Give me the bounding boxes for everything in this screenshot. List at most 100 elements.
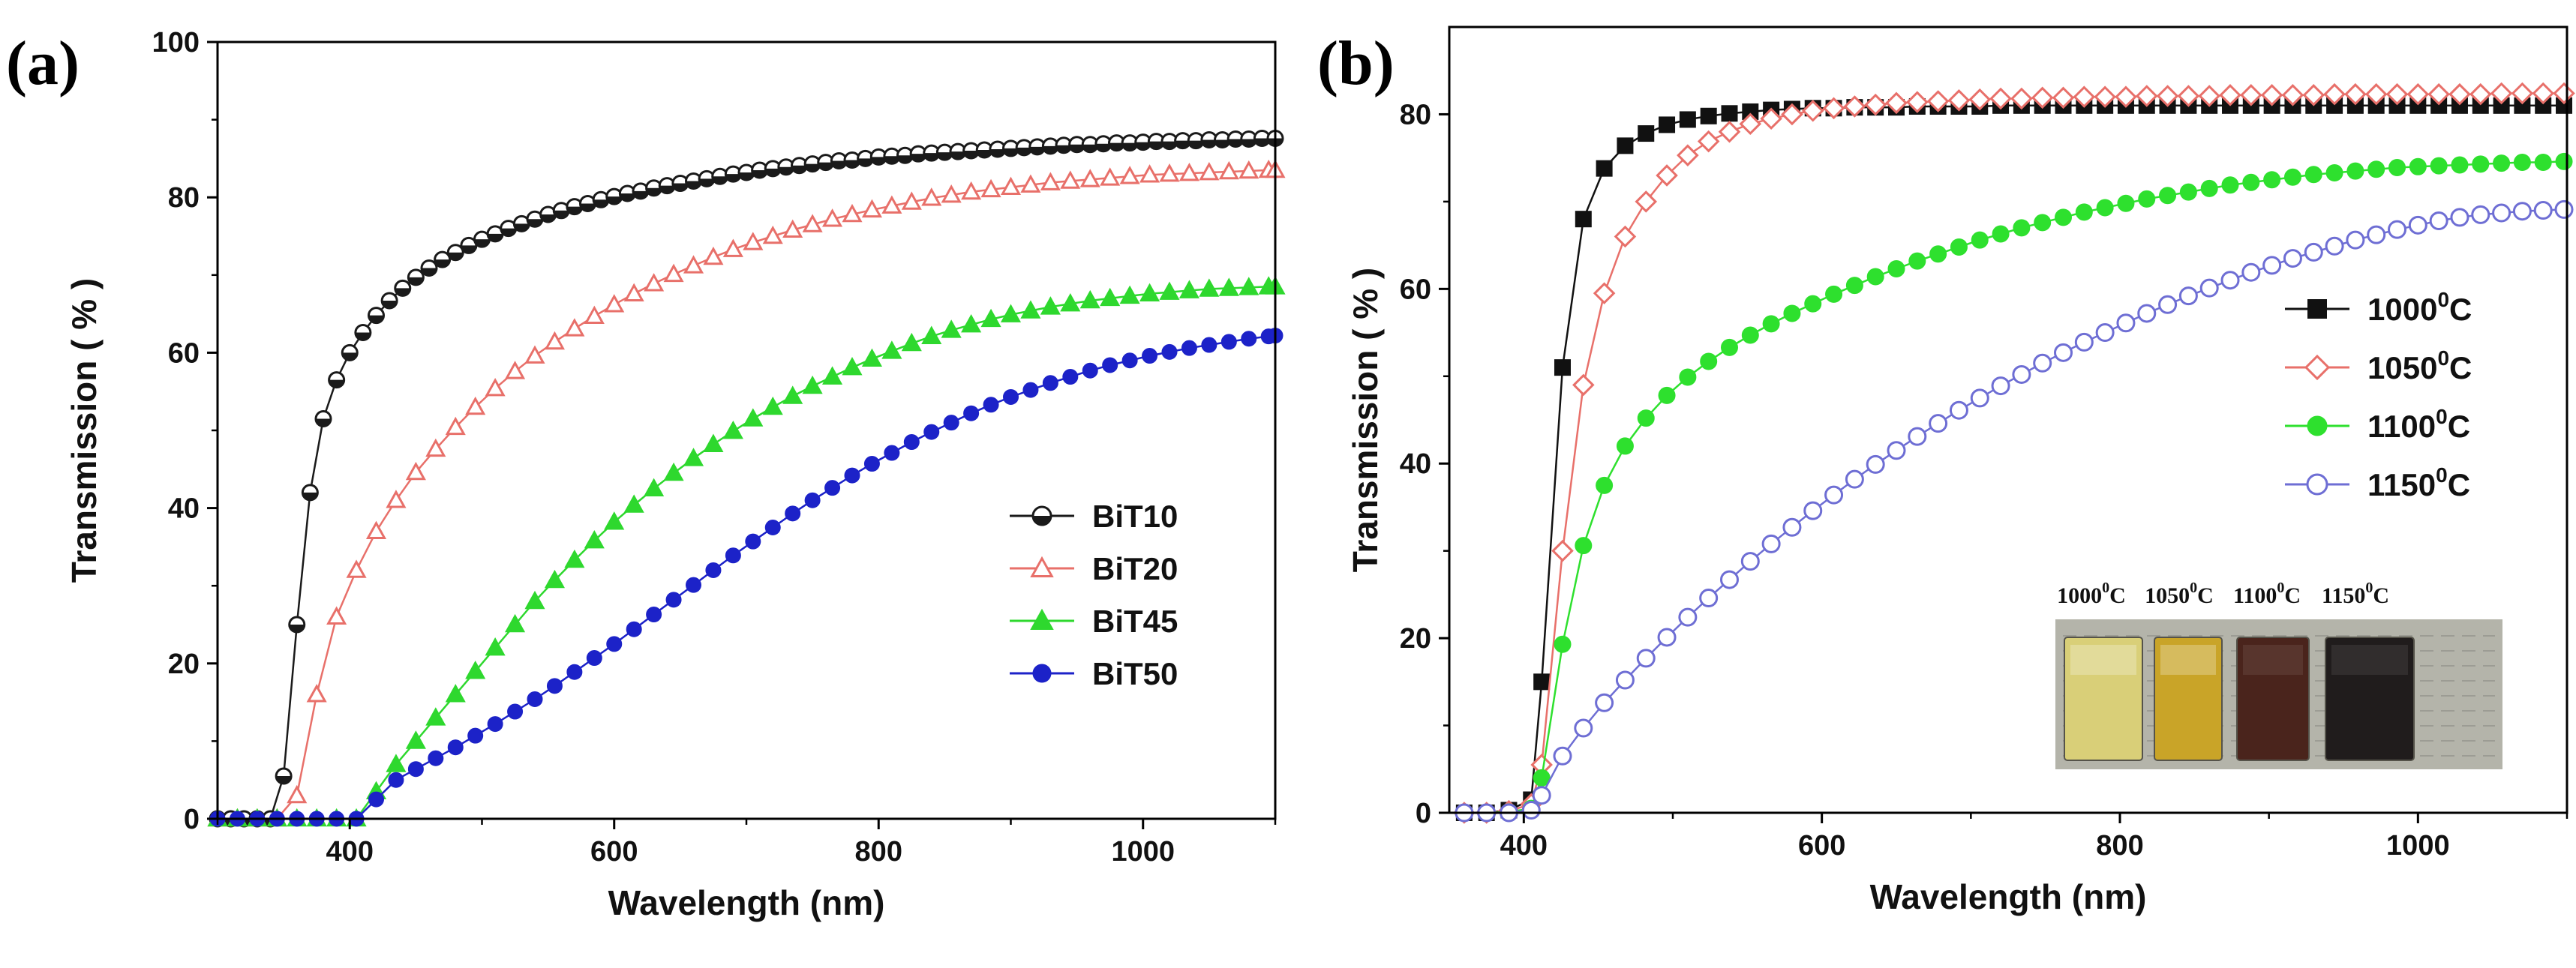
- data-point: [1760, 107, 1782, 130]
- data-point: [584, 305, 605, 325]
- data-point: [428, 750, 444, 766]
- data-point: [822, 366, 843, 385]
- legend-label: BiT20: [1092, 551, 1178, 586]
- data-point: [1697, 130, 1720, 153]
- data-point: [1658, 386, 1676, 404]
- data-point: [2283, 168, 2301, 186]
- data-point-fill: [434, 259, 450, 268]
- data-point-fill: [1214, 139, 1230, 148]
- data-point-fill: [725, 174, 741, 182]
- data-point: [1617, 137, 1634, 154]
- legend-label-sup: 0: [2437, 346, 2449, 370]
- data-point-fill: [1056, 145, 1071, 153]
- data-point: [1989, 87, 2012, 110]
- data-point: [943, 415, 959, 431]
- data-point: [921, 325, 942, 344]
- data-point: [287, 784, 308, 804]
- data-point-fill: [765, 168, 781, 176]
- data-point: [1926, 90, 1950, 112]
- data-point: [705, 562, 722, 578]
- legend-label-value: BiT50: [1092, 656, 1178, 691]
- series-1150: [1455, 199, 2574, 823]
- data-point: [2409, 157, 2427, 175]
- y-tick-label: 80: [1400, 99, 1431, 130]
- data-point: [2074, 332, 2094, 352]
- data-point: [703, 246, 724, 265]
- data-point: [524, 345, 545, 364]
- data-point: [2553, 82, 2575, 105]
- data-point: [2388, 97, 2406, 114]
- legend-item-1150: 11500C: [2285, 463, 2470, 502]
- data-point: [1970, 388, 1989, 408]
- data-point: [1699, 589, 1719, 608]
- data-point: [1908, 252, 1926, 270]
- data-point: [1929, 414, 1948, 433]
- data-point: [2178, 286, 2198, 306]
- data-point: [2177, 85, 2200, 107]
- data-point: [1950, 238, 1968, 256]
- data-point: [1181, 340, 1197, 356]
- data-point: [663, 263, 684, 283]
- data-point: [1887, 441, 1906, 460]
- data-point: [2451, 97, 2468, 114]
- panel-label: (a): [6, 28, 80, 98]
- inset-caption-value: 1000: [2057, 583, 2102, 608]
- data-point: [1119, 166, 1140, 184]
- data-point: [1178, 280, 1199, 298]
- legend-marker-fill: [1033, 516, 1051, 525]
- data-point: [2263, 171, 2281, 189]
- data-point: [1595, 693, 1614, 712]
- data-point-fill: [1254, 138, 1270, 146]
- data-point-fill: [831, 160, 847, 169]
- data-point: [1721, 105, 1738, 122]
- data-point: [1100, 167, 1121, 186]
- data-point: [1022, 382, 1039, 398]
- data-point: [445, 416, 466, 436]
- data-point: [1781, 103, 1803, 126]
- data-point-fill: [408, 277, 424, 285]
- data-point: [983, 397, 999, 413]
- data-point: [485, 637, 506, 656]
- x-tick-label: 600: [590, 836, 638, 868]
- inset-sample-highlight: [2070, 645, 2136, 675]
- data-point: [1574, 718, 1593, 738]
- data-point: [1679, 111, 1696, 128]
- data-point: [1949, 400, 1968, 420]
- data-point: [623, 283, 644, 301]
- data-point: [722, 420, 743, 439]
- data-point: [2159, 187, 2177, 205]
- data-point: [1003, 388, 1019, 405]
- data-point: [1062, 369, 1079, 385]
- data-point: [644, 478, 665, 496]
- legend-label: 10500C: [2367, 346, 2472, 385]
- inset-photo: 10000C 10500C 11000C 11500C: [2055, 580, 2502, 769]
- legend-marker: [1032, 664, 1052, 683]
- data-point: [505, 361, 526, 379]
- data-point: [1521, 801, 1541, 820]
- plot-frame: [1448, 25, 2568, 814]
- data-point: [1864, 93, 1887, 116]
- legend-item-1050: 10500C: [2285, 346, 2472, 385]
- data-point-fill: [474, 239, 490, 247]
- data-point: [703, 433, 724, 452]
- data-point: [2427, 82, 2450, 106]
- inset-sample-highlight: [2331, 645, 2408, 675]
- data-point: [2451, 156, 2469, 174]
- legend-label-unit: C: [2448, 467, 2470, 502]
- data-point: [1139, 283, 1160, 301]
- inset-sample-highlight: [2160, 645, 2216, 675]
- panel-a: (a) 400 600 800 1000 0 20 40 60 80 100 Wavelength (…: [6, 27, 1286, 922]
- data-point: [346, 559, 367, 578]
- data-point: [921, 187, 942, 206]
- data-point: [2304, 242, 2323, 262]
- data-point: [1596, 160, 1613, 177]
- legend-label: 11000C: [2367, 405, 2470, 444]
- legend-label-sup: 0: [2436, 405, 2448, 428]
- data-point: [1533, 673, 1551, 691]
- data-point: [663, 462, 684, 481]
- data-point: [507, 703, 524, 720]
- inset-sample: [2236, 637, 2310, 761]
- data-point: [2430, 97, 2448, 114]
- data-point: [2010, 87, 2033, 110]
- data-point: [782, 385, 803, 404]
